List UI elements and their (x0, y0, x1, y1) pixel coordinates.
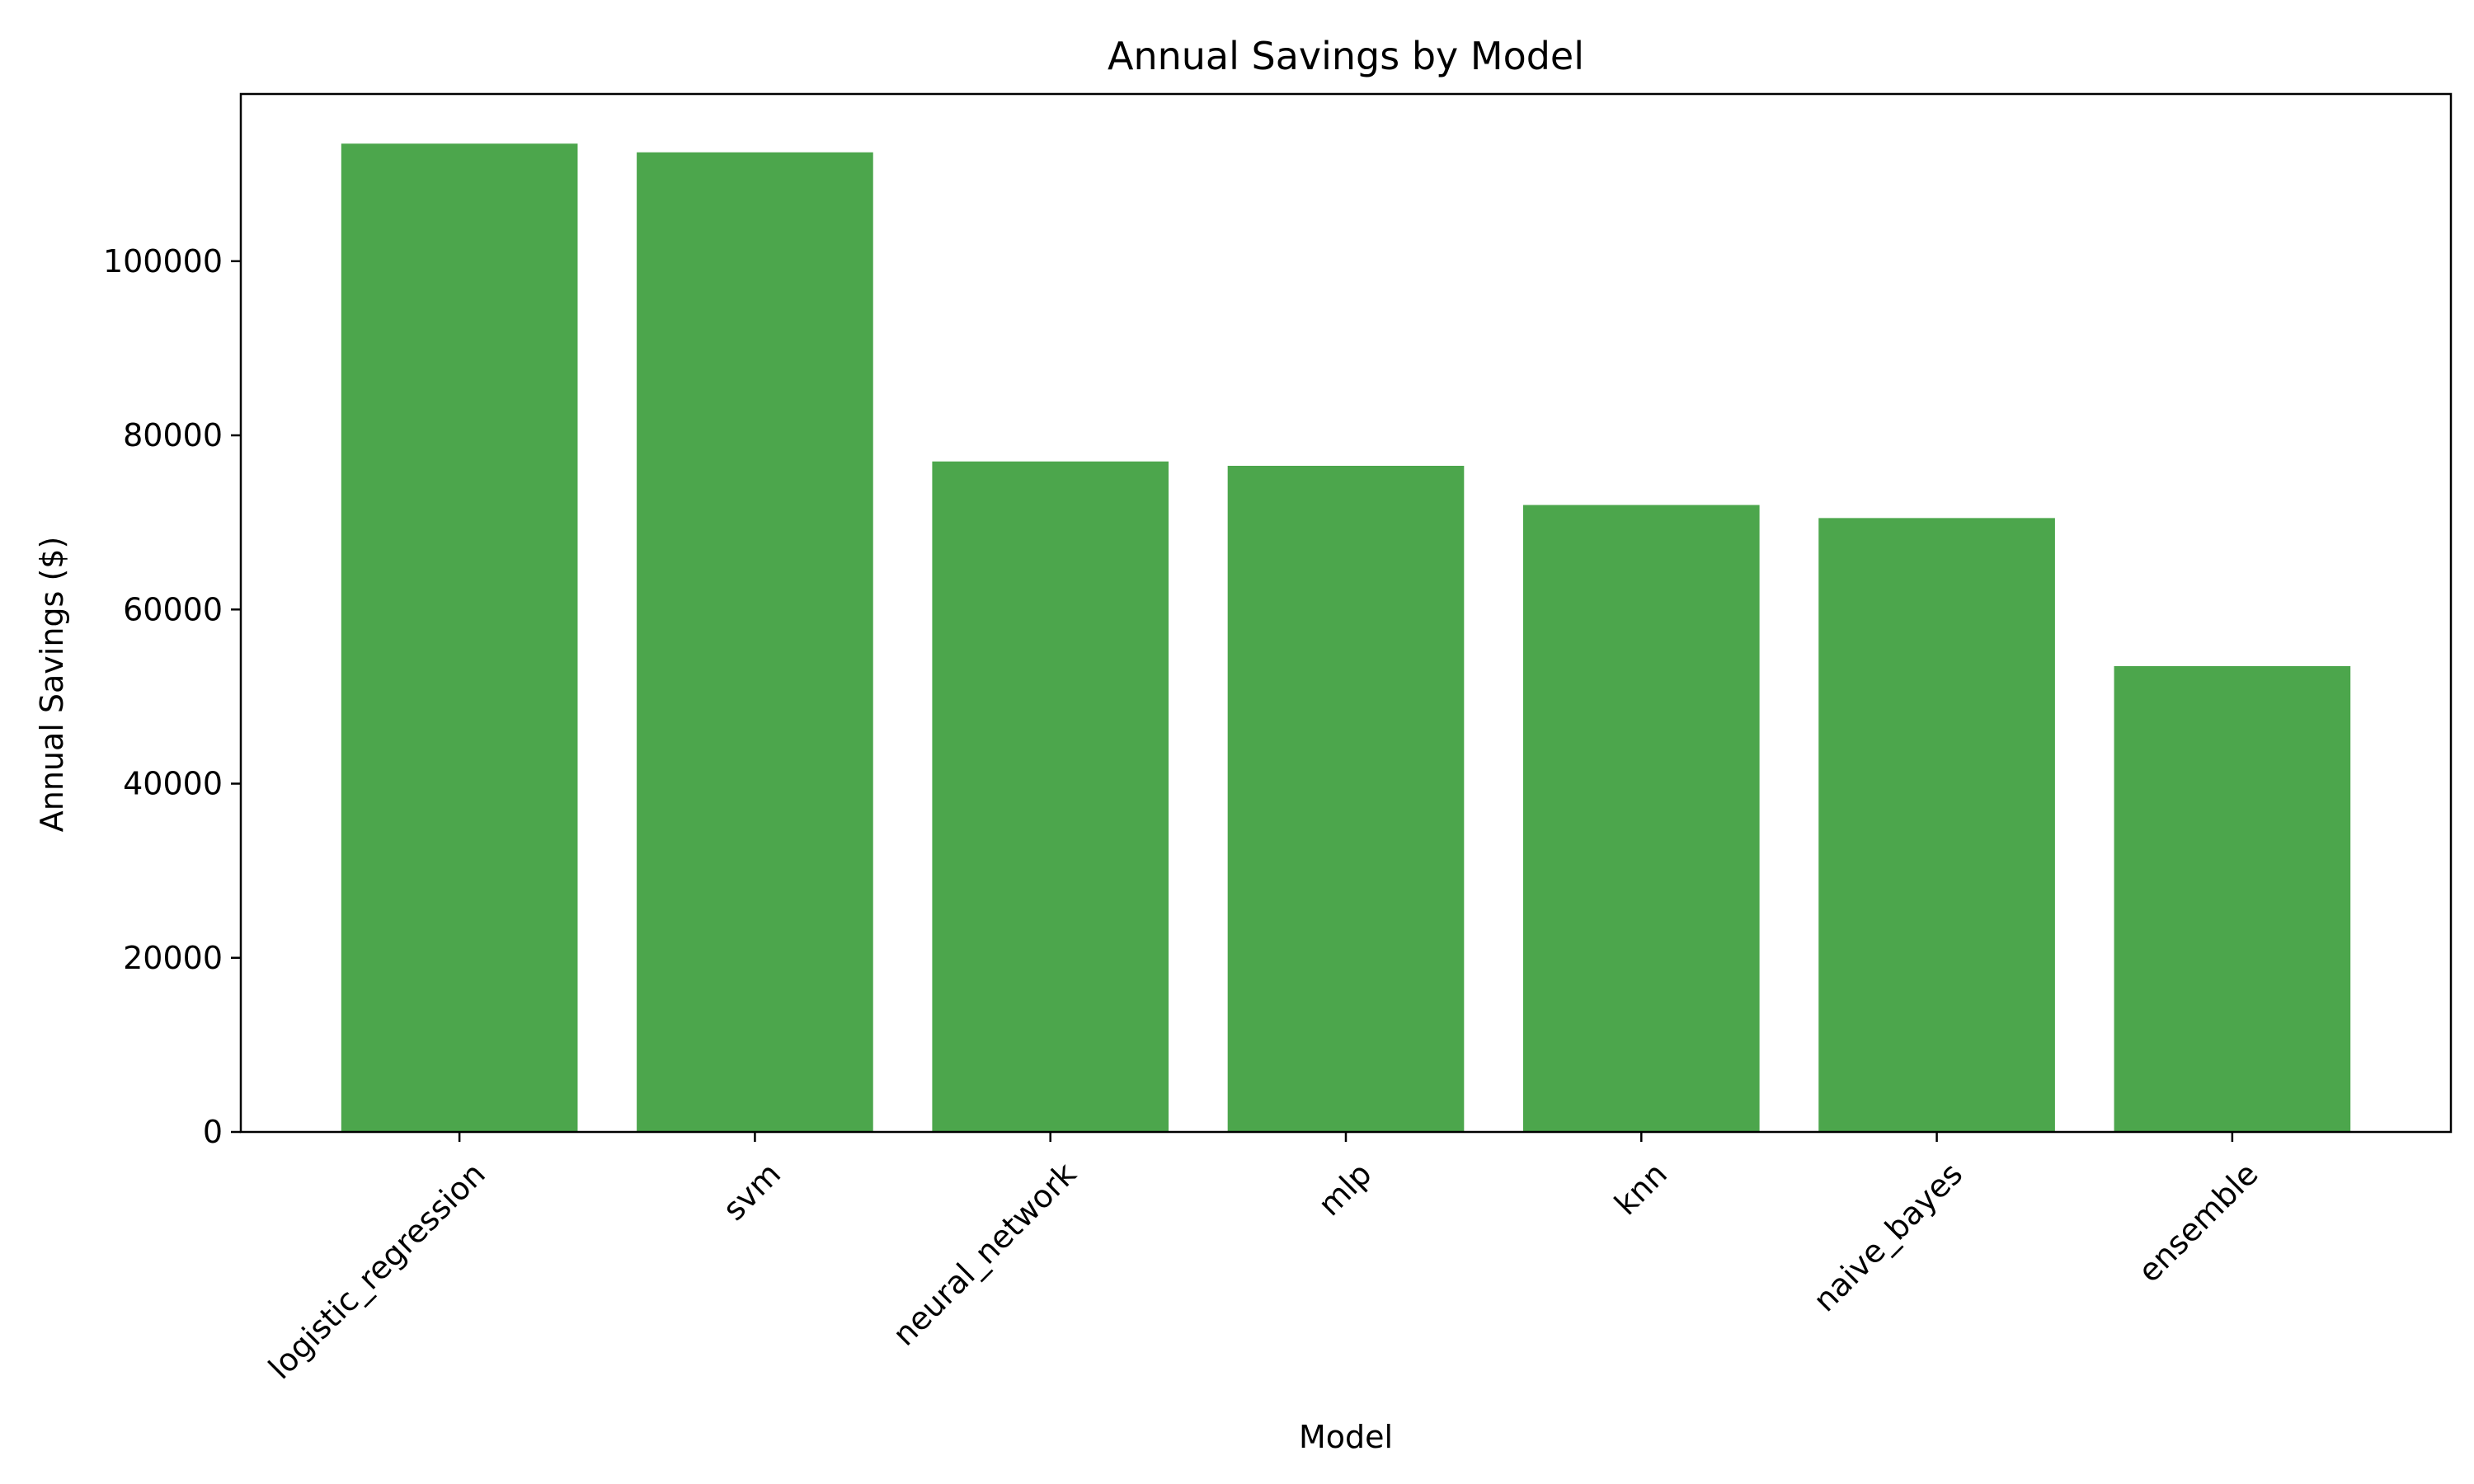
y-tick-label: 100000 (103, 243, 223, 279)
y-tick-label: 60000 (123, 591, 223, 627)
plot-frame (239, 92, 2453, 1134)
y-tick-label: 40000 (123, 766, 223, 802)
x-tick-label: neural_network (886, 1156, 1083, 1353)
x-tick-label: ensemble (2131, 1156, 2265, 1289)
y-tick-label: 20000 (123, 940, 223, 976)
bar-svm (637, 152, 873, 1132)
y-tick-label: 0 (203, 1114, 223, 1150)
x-axis-label: Model (1299, 1419, 1393, 1455)
bar-logistic-regression (341, 143, 578, 1132)
bar-mlp (1227, 466, 1465, 1132)
x-tick-label: knn (1607, 1156, 1674, 1223)
y-axis-label: Annual Savings ($) (34, 537, 70, 833)
x-axis-ticks: logistic_regression svm neural_network mlp k… (261, 1132, 2265, 1386)
x-tick-label: naive_bayes (1806, 1156, 1969, 1319)
bar-neural-network (932, 461, 1169, 1132)
bar-naive-bayes (1818, 518, 2055, 1132)
bar-knn (1522, 505, 1760, 1132)
x-tick-label: svm (716, 1156, 788, 1228)
bar-ensemble (2114, 665, 2351, 1132)
y-axis-ticks: 0 20000 40000 60000 80000 100000 (103, 243, 241, 1150)
chart-title: Annual Savings by Model (1108, 34, 1584, 78)
y-tick-label: 80000 (123, 417, 223, 453)
x-tick-label: mlp (1311, 1156, 1379, 1223)
x-tick-label: logistic_regression (261, 1156, 492, 1387)
bars-group (341, 143, 2351, 1132)
